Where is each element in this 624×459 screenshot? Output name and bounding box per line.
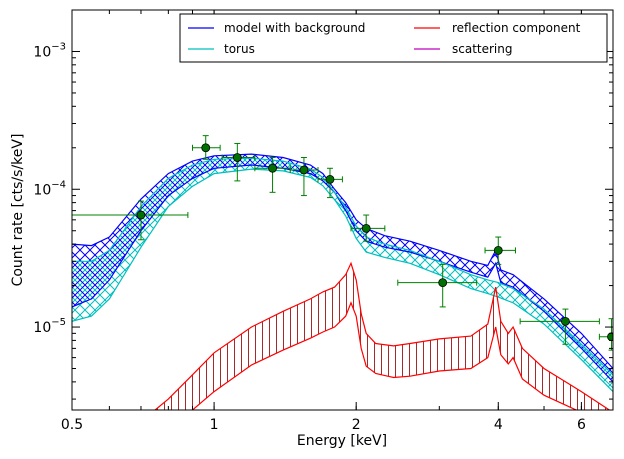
x-tick-label: 6 xyxy=(577,417,586,433)
data-marker xyxy=(268,163,277,173)
y-tick-label: 10−5 xyxy=(33,317,66,336)
y-tick-label: 10−4 xyxy=(33,179,66,198)
data-marker xyxy=(361,223,371,233)
reflection-band xyxy=(155,263,610,410)
data-point xyxy=(72,200,189,241)
data-point xyxy=(289,157,319,197)
x-axis-title: Energy [keV] xyxy=(297,433,387,449)
data-marker xyxy=(561,316,570,326)
series-line-reflection-lower xyxy=(192,301,578,410)
plot-area xyxy=(72,135,613,410)
data-point xyxy=(317,167,343,199)
data-marker xyxy=(438,278,448,288)
legend-label-reflection: reflection component xyxy=(452,21,581,35)
legend-box xyxy=(179,13,608,63)
data-point xyxy=(519,308,600,345)
tick-labels: 0.5 1 2 4 610−510−410−3 xyxy=(33,41,586,433)
series-line-model-upper xyxy=(72,153,613,369)
series-line-torus-upper xyxy=(72,157,613,376)
data-point xyxy=(191,135,221,160)
data-point xyxy=(397,263,478,308)
series-line-torus-lower xyxy=(72,168,613,393)
axis-ticks xyxy=(71,9,614,410)
legend-label-model: model with background xyxy=(224,21,365,35)
y-tick-exponent: −5 xyxy=(51,317,66,328)
y-tick-exponent: −3 xyxy=(51,41,66,52)
y-tick-exponent: −4 xyxy=(51,179,66,190)
series-line-reflection-upper xyxy=(154,261,611,410)
series-line-model-lower xyxy=(72,164,613,383)
y-tick-label: 10−3 xyxy=(33,41,66,60)
legend: model with background torus reflection c… xyxy=(179,13,608,63)
y-axis-title: Count rate [cts/s/keV] xyxy=(10,134,26,287)
data-point xyxy=(221,142,256,182)
x-tick-label: 1 xyxy=(210,417,219,433)
data-marker xyxy=(232,153,242,162)
x-tick-label: 2 xyxy=(352,417,361,433)
x-tick-label: 0.5 xyxy=(61,417,83,433)
data-marker xyxy=(201,143,211,153)
data-marker xyxy=(607,332,613,342)
data-marker xyxy=(136,210,146,220)
data-point xyxy=(350,214,386,242)
data-points xyxy=(72,135,613,351)
y-tick-base: 10 xyxy=(33,44,51,60)
data-point xyxy=(254,157,291,193)
legend-label-torus: torus xyxy=(224,42,255,56)
data-point xyxy=(484,236,516,265)
y-tick-base: 10 xyxy=(33,182,51,198)
y-tick-base: 10 xyxy=(33,320,51,336)
data-marker xyxy=(299,165,309,175)
lines xyxy=(72,153,613,410)
data-marker xyxy=(493,245,503,255)
data-marker xyxy=(325,174,335,184)
plot-frame xyxy=(71,9,614,411)
x-tick-label: 4 xyxy=(494,417,503,433)
legend-label-scattering: scattering xyxy=(452,42,513,56)
